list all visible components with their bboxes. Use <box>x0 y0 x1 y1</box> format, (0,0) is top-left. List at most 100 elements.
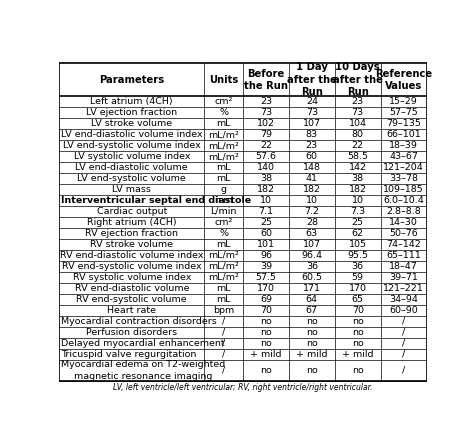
Text: 67: 67 <box>306 306 318 315</box>
Text: 33–78: 33–78 <box>389 174 418 183</box>
Text: 171: 171 <box>303 284 321 293</box>
Bar <box>289 107 335 118</box>
Text: no: no <box>352 328 364 337</box>
Text: Delayed myocardial enhancement: Delayed myocardial enhancement <box>61 339 225 347</box>
Text: no: no <box>352 366 364 375</box>
Text: RV ejection fraction: RV ejection fraction <box>85 229 178 238</box>
Text: no: no <box>306 366 318 375</box>
Bar <box>381 63 427 96</box>
Text: 104: 104 <box>349 119 367 128</box>
Bar <box>59 283 204 293</box>
Text: 63: 63 <box>306 229 318 238</box>
Bar <box>243 250 289 261</box>
Bar <box>59 305 204 316</box>
Text: /: / <box>222 328 225 337</box>
Bar <box>335 206 381 217</box>
Bar <box>204 305 243 316</box>
Text: Left atrium (4CH): Left atrium (4CH) <box>91 97 173 106</box>
Bar <box>243 261 289 272</box>
Bar <box>204 327 243 338</box>
Text: 25: 25 <box>352 218 364 227</box>
Text: LV mass: LV mass <box>112 185 151 194</box>
Text: 38: 38 <box>352 174 364 183</box>
Text: mL/m²: mL/m² <box>208 273 239 282</box>
Bar <box>243 283 289 293</box>
Bar <box>381 217 427 228</box>
Bar <box>289 96 335 107</box>
Text: 38: 38 <box>260 174 272 183</box>
Text: mL/m²: mL/m² <box>208 141 239 150</box>
Text: LV end-systolic volume: LV end-systolic volume <box>77 174 186 183</box>
Text: no: no <box>260 366 272 375</box>
Bar <box>59 206 204 217</box>
Bar <box>381 206 427 217</box>
Text: 28: 28 <box>306 218 318 227</box>
Text: mL: mL <box>217 174 231 183</box>
Text: 23: 23 <box>352 97 364 106</box>
Bar <box>243 140 289 151</box>
Text: Myocardial contraction disorders: Myocardial contraction disorders <box>61 316 217 326</box>
Bar <box>335 96 381 107</box>
Bar <box>243 359 289 381</box>
Bar <box>243 327 289 338</box>
Bar <box>204 338 243 349</box>
Bar <box>59 349 204 359</box>
Bar <box>59 293 204 305</box>
Bar <box>381 107 427 118</box>
Bar <box>381 195 427 206</box>
Text: 10: 10 <box>306 196 318 205</box>
Text: no: no <box>306 339 318 347</box>
Bar <box>335 173 381 184</box>
Bar <box>204 217 243 228</box>
Text: Cardiac output: Cardiac output <box>97 207 167 216</box>
Text: 57.5: 57.5 <box>255 273 276 282</box>
Bar <box>243 129 289 140</box>
Bar <box>289 184 335 195</box>
Bar <box>381 293 427 305</box>
Bar <box>59 327 204 338</box>
Bar <box>381 228 427 239</box>
Text: 60.5: 60.5 <box>301 273 322 282</box>
Bar <box>289 118 335 129</box>
Text: 25: 25 <box>260 218 272 227</box>
Text: no: no <box>306 316 318 326</box>
Bar <box>289 349 335 359</box>
Bar <box>59 107 204 118</box>
Text: 95.5: 95.5 <box>347 251 368 260</box>
Text: 59: 59 <box>352 273 364 282</box>
Bar <box>204 63 243 96</box>
Bar <box>243 349 289 359</box>
Text: no: no <box>352 339 364 347</box>
Text: 102: 102 <box>257 119 275 128</box>
Bar <box>381 162 427 173</box>
Bar <box>335 140 381 151</box>
Text: 121–221: 121–221 <box>383 284 424 293</box>
Text: 107: 107 <box>303 119 321 128</box>
Bar <box>204 195 243 206</box>
Bar <box>204 173 243 184</box>
Text: Interventricular septal end diastole: Interventricular septal end diastole <box>61 196 251 205</box>
Bar <box>381 129 427 140</box>
Text: 96: 96 <box>260 251 272 260</box>
Text: Perfusion disorders: Perfusion disorders <box>86 328 177 337</box>
Text: 43–67: 43–67 <box>389 152 418 161</box>
Text: 1 Day
after the
Run: 1 Day after the Run <box>287 62 337 97</box>
Text: 2.8–8.8: 2.8–8.8 <box>386 207 421 216</box>
Bar <box>381 118 427 129</box>
Text: 18–39: 18–39 <box>389 141 418 150</box>
Bar <box>335 293 381 305</box>
Text: no: no <box>260 339 272 347</box>
Text: 24: 24 <box>306 97 318 106</box>
Text: 69: 69 <box>260 295 272 304</box>
Bar <box>59 118 204 129</box>
Text: 62: 62 <box>352 229 364 238</box>
Bar <box>289 316 335 327</box>
Text: 148: 148 <box>303 163 321 172</box>
Bar <box>381 140 427 151</box>
Bar <box>243 293 289 305</box>
Text: 64: 64 <box>306 295 318 304</box>
Text: RV systolic volume index: RV systolic volume index <box>73 273 191 282</box>
Bar <box>289 327 335 338</box>
Bar <box>243 96 289 107</box>
Bar <box>335 151 381 162</box>
